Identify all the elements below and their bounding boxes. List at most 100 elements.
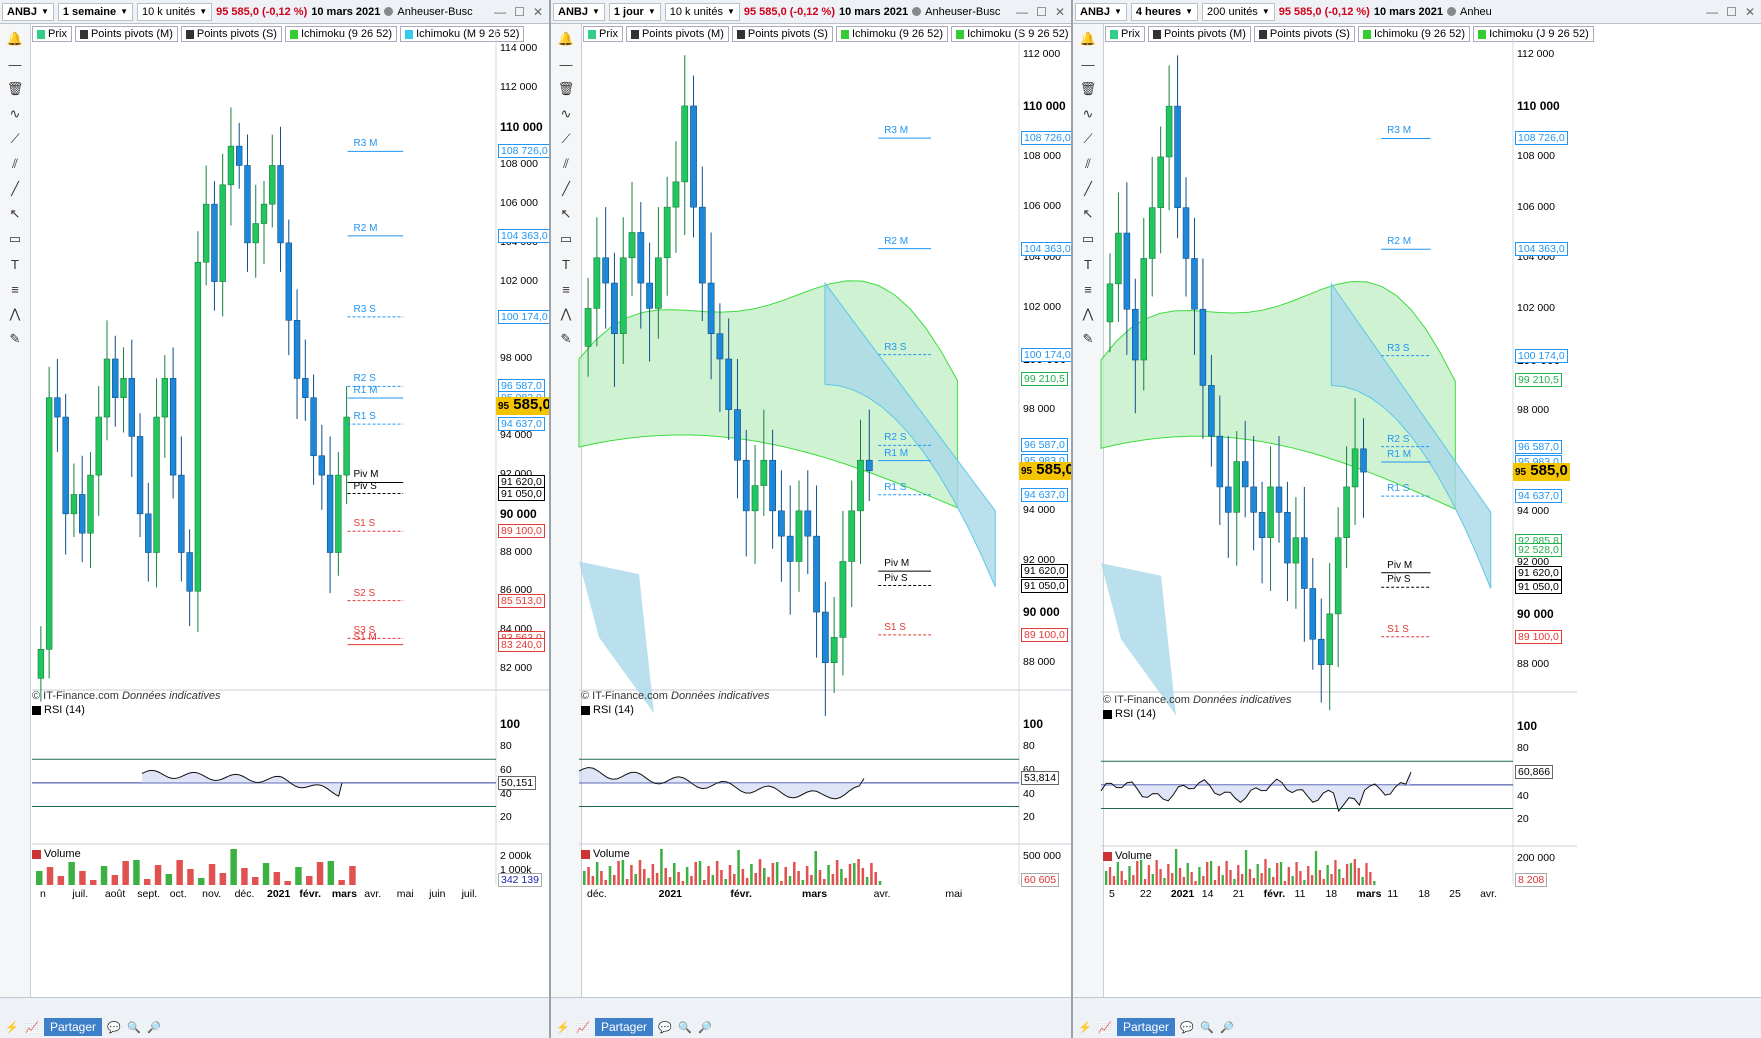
- legend-ichimoku-2[interactable]: Ichimoku (J 9 26 52): [1473, 26, 1594, 42]
- period-select[interactable]: 1 jour ▼: [608, 2, 661, 21]
- time-scrollbar[interactable]: [0, 998, 549, 1016]
- legend-pivots-s[interactable]: Points pivots (S): [1253, 26, 1355, 42]
- pencil-icon[interactable]: ✎: [560, 331, 572, 346]
- zoom-in-icon[interactable]: 🔎: [147, 1021, 161, 1034]
- fibonacci-tool-icon[interactable]: ≡: [562, 281, 570, 297]
- channel-tool-icon[interactable]: ⫽: [1085, 156, 1091, 171]
- cursor-icon[interactable]: ↖: [9, 206, 21, 221]
- minimize-icon[interactable]: —: [1016, 4, 1029, 19]
- zoom-out-icon[interactable]: 🔍: [127, 1021, 141, 1034]
- share-button[interactable]: Partager: [1117, 1018, 1176, 1036]
- rectangle-tool-icon[interactable]: ▭: [8, 231, 22, 246]
- legend-pivots-s[interactable]: Points pivots (S): [731, 26, 833, 42]
- units-select[interactable]: 200 unités ▼: [1202, 2, 1275, 21]
- alert-bell-icon[interactable]: 🔔: [1079, 31, 1097, 46]
- legend-ichimoku[interactable]: Ichimoku (9 26 52): [835, 26, 949, 42]
- ticker-select[interactable]: ANBJ ▼: [553, 2, 605, 21]
- legend-pivots-m[interactable]: Points pivots (M): [625, 26, 729, 42]
- fan-tool-icon[interactable]: ⋀: [1082, 306, 1094, 321]
- time-scrollbar[interactable]: [551, 998, 1071, 1016]
- legend-ichimoku[interactable]: Ichimoku (9 26 52): [284, 26, 398, 42]
- volume-value-box: 60 605: [1021, 873, 1060, 887]
- text-tool-icon[interactable]: T: [562, 256, 570, 272]
- ticker-select[interactable]: ANBJ ▼: [2, 2, 54, 21]
- drawing-tool-icon[interactable]: ∿: [1082, 106, 1094, 121]
- zoom-in-icon[interactable]: 🔎: [1220, 1021, 1234, 1034]
- fibonacci-tool-icon[interactable]: ≡: [11, 281, 19, 297]
- x-axis-label: avr.: [1480, 888, 1497, 900]
- time-scrollbar[interactable]: [1073, 998, 1761, 1016]
- close-icon[interactable]: ✕: [1744, 4, 1755, 19]
- period-select[interactable]: 1 semaine ▼: [57, 2, 133, 21]
- legend-ichimoku-2[interactable]: Ichimoku (M 9 26 52): [400, 26, 525, 42]
- trash-icon[interactable]: 🗑: [557, 81, 575, 96]
- legend-pivots-s[interactable]: Points pivots (S): [180, 26, 282, 42]
- rectangle-tool-icon[interactable]: ▭: [559, 231, 573, 246]
- price-chart-weekly[interactable]: [0, 0, 551, 1038]
- legend-ichimoku[interactable]: Ichimoku (9 26 52): [1357, 26, 1471, 42]
- volume-bar: [583, 871, 586, 885]
- zoom-out-icon[interactable]: 🔍: [1200, 1021, 1214, 1034]
- line-tool-icon[interactable]: ╱: [1084, 181, 1092, 196]
- chart-type-icon[interactable]: 📈: [1098, 1021, 1112, 1034]
- comment-icon[interactable]: 💬: [1180, 1021, 1194, 1034]
- alert-bell-icon[interactable]: 🔔: [557, 31, 575, 46]
- indicator-icon[interactable]: ⚡: [5, 1021, 19, 1034]
- legend-prix[interactable]: Prix: [32, 26, 72, 42]
- volume-bar: [724, 879, 727, 885]
- share-button[interactable]: Partager: [44, 1018, 103, 1036]
- trend-tool-icon[interactable]: ⟋: [10, 131, 20, 146]
- pencil-icon[interactable]: ✎: [9, 331, 21, 346]
- units-select[interactable]: 10 k unités ▼: [137, 2, 213, 21]
- zoom-in-icon[interactable]: 🔎: [698, 1021, 712, 1034]
- trash-icon[interactable]: 🗑: [1079, 81, 1097, 96]
- chart-type-icon[interactable]: 📈: [25, 1021, 39, 1034]
- ticker-select[interactable]: ANBJ ▼: [1075, 2, 1127, 21]
- share-button[interactable]: Partager: [595, 1018, 654, 1036]
- legend-ichimoku-2[interactable]: Ichimoku (S 9 26 52): [951, 26, 1071, 42]
- drawing-tool-icon[interactable]: ∿: [560, 106, 572, 121]
- legend-pivots-m[interactable]: Points pivots (M): [74, 26, 178, 42]
- fan-tool-icon[interactable]: ⋀: [9, 306, 21, 321]
- chart-panel-weekly: ANBJ ▼ 1 semaine ▼ 10 k unités ▼ 95 585,0 (…: [0, 0, 551, 1038]
- channel-tool-icon[interactable]: ⫽: [12, 156, 18, 171]
- period-select[interactable]: 4 heures ▼: [1130, 2, 1199, 21]
- legend-prix[interactable]: Prix: [583, 26, 623, 42]
- chart-type-icon[interactable]: 📈: [576, 1021, 590, 1034]
- cursor-icon[interactable]: ↖: [1082, 206, 1094, 221]
- text-tool-icon[interactable]: T: [11, 256, 19, 272]
- maximize-icon[interactable]: ☐: [1036, 4, 1047, 19]
- price-axis-label: 92 000: [1517, 556, 1550, 569]
- minimize-icon[interactable]: —: [494, 4, 507, 19]
- text-tool-icon[interactable]: T: [1084, 256, 1092, 272]
- comment-icon[interactable]: 💬: [658, 1021, 672, 1034]
- fan-tool-icon[interactable]: ⋀: [560, 306, 572, 321]
- pencil-icon[interactable]: ✎: [1082, 331, 1094, 346]
- line-tool-icon[interactable]: ╱: [11, 181, 19, 196]
- drawing-tool-icon[interactable]: ∿: [9, 106, 21, 121]
- units-select[interactable]: 10 k unités ▼: [664, 2, 740, 21]
- close-icon[interactable]: ✕: [1054, 4, 1065, 19]
- volume-bar: [165, 874, 173, 885]
- trash-icon[interactable]: 🗑: [6, 81, 24, 96]
- price-chart-daily[interactable]: [551, 0, 1073, 1038]
- alert-bell-icon[interactable]: 🔔: [6, 31, 24, 46]
- line-tool-icon[interactable]: ╱: [562, 181, 570, 196]
- rectangle-tool-icon[interactable]: ▭: [1081, 231, 1095, 246]
- minimize-icon[interactable]: —: [1706, 4, 1719, 19]
- price-chart-4h[interactable]: [1073, 0, 1761, 1038]
- fibonacci-tool-icon[interactable]: ≡: [1084, 281, 1092, 297]
- indicator-icon[interactable]: ⚡: [556, 1021, 570, 1034]
- close-icon[interactable]: ✕: [532, 4, 543, 19]
- legend-pivots-m[interactable]: Points pivots (M): [1147, 26, 1251, 42]
- legend-prix[interactable]: Prix: [1105, 26, 1145, 42]
- trend-tool-icon[interactable]: ⟋: [561, 131, 571, 146]
- maximize-icon[interactable]: ☐: [514, 4, 525, 19]
- comment-icon[interactable]: 💬: [107, 1021, 121, 1034]
- indicator-icon[interactable]: ⚡: [1078, 1021, 1092, 1034]
- trend-tool-icon[interactable]: ⟋: [1083, 131, 1093, 146]
- maximize-icon[interactable]: ☐: [1726, 4, 1737, 19]
- cursor-icon[interactable]: ↖: [560, 206, 572, 221]
- channel-tool-icon[interactable]: ⫽: [563, 156, 569, 171]
- zoom-out-icon[interactable]: 🔍: [678, 1021, 692, 1034]
